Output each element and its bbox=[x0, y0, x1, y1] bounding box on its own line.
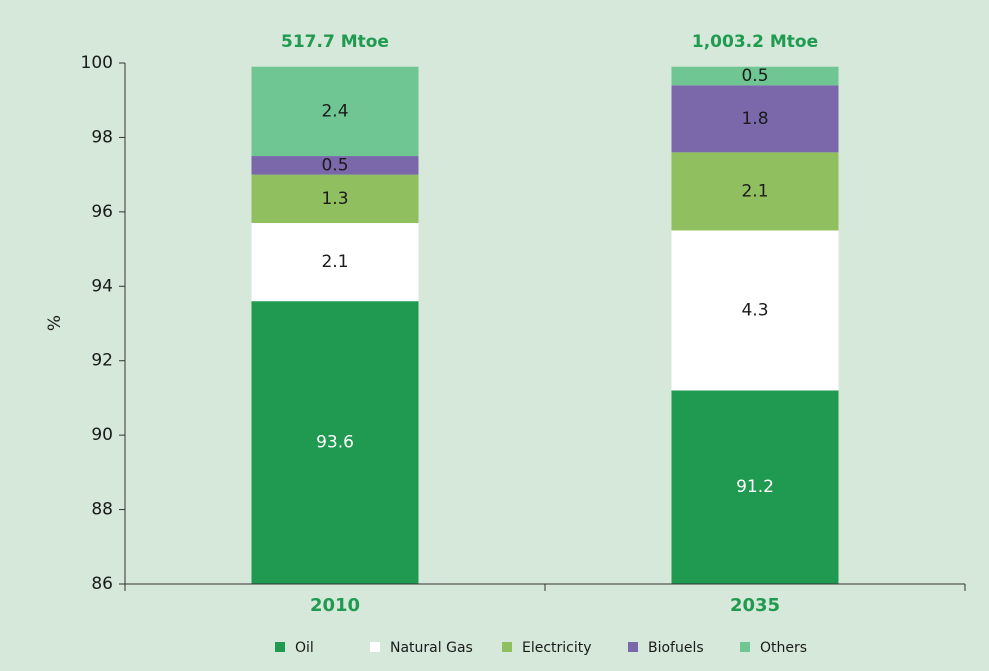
y-tick-label: 86 bbox=[91, 574, 113, 594]
y-tick-label: 88 bbox=[91, 500, 113, 520]
legend-label: Electricity bbox=[522, 640, 592, 656]
annotation: 1,003.2 Mtoe bbox=[692, 32, 818, 52]
data-label: 93.6 bbox=[316, 433, 354, 453]
legend-swatch bbox=[370, 642, 380, 652]
bar-segment bbox=[251, 301, 419, 584]
bar-segment bbox=[251, 223, 419, 302]
bar-segment bbox=[251, 174, 419, 224]
y-tick-label: 94 bbox=[91, 276, 113, 296]
y-tick-label: 92 bbox=[91, 351, 113, 371]
legend-swatch bbox=[275, 642, 285, 652]
data-label: 4.3 bbox=[741, 300, 768, 320]
bar-segment bbox=[671, 85, 839, 153]
x-tick-label: 2035 bbox=[730, 595, 780, 616]
legend-label: Oil bbox=[295, 640, 314, 656]
bar-segment bbox=[671, 390, 839, 584]
bar-segment bbox=[671, 152, 839, 231]
data-label: 0.5 bbox=[741, 66, 768, 86]
legend-label: Natural Gas bbox=[390, 640, 473, 656]
data-label: 2.4 bbox=[321, 101, 348, 121]
data-label: 2.1 bbox=[741, 181, 768, 201]
data-label: 1.3 bbox=[321, 189, 348, 209]
data-label: 2.1 bbox=[321, 252, 348, 272]
legend-swatch bbox=[502, 642, 512, 652]
y-tick-label: 96 bbox=[91, 202, 113, 222]
legend-label: Others bbox=[760, 640, 807, 656]
y-axis-label: % bbox=[45, 315, 65, 331]
bar-segment bbox=[251, 66, 419, 157]
legend-label: Biofuels bbox=[648, 640, 704, 656]
legend-swatch bbox=[628, 642, 638, 652]
data-label: 1.8 bbox=[741, 109, 768, 129]
y-tick-label: 98 bbox=[91, 127, 113, 147]
bar-segment bbox=[671, 230, 839, 391]
legend-swatch bbox=[740, 642, 750, 652]
data-label: 91.2 bbox=[736, 477, 774, 497]
y-tick-label: 90 bbox=[91, 425, 113, 445]
bar-segment bbox=[671, 66, 839, 86]
bar-segment bbox=[251, 156, 419, 175]
y-tick-label: 100 bbox=[81, 53, 113, 73]
x-tick-label: 2010 bbox=[310, 595, 360, 616]
annotation: 517.7 Mtoe bbox=[281, 32, 389, 52]
data-label: 0.5 bbox=[321, 155, 348, 175]
